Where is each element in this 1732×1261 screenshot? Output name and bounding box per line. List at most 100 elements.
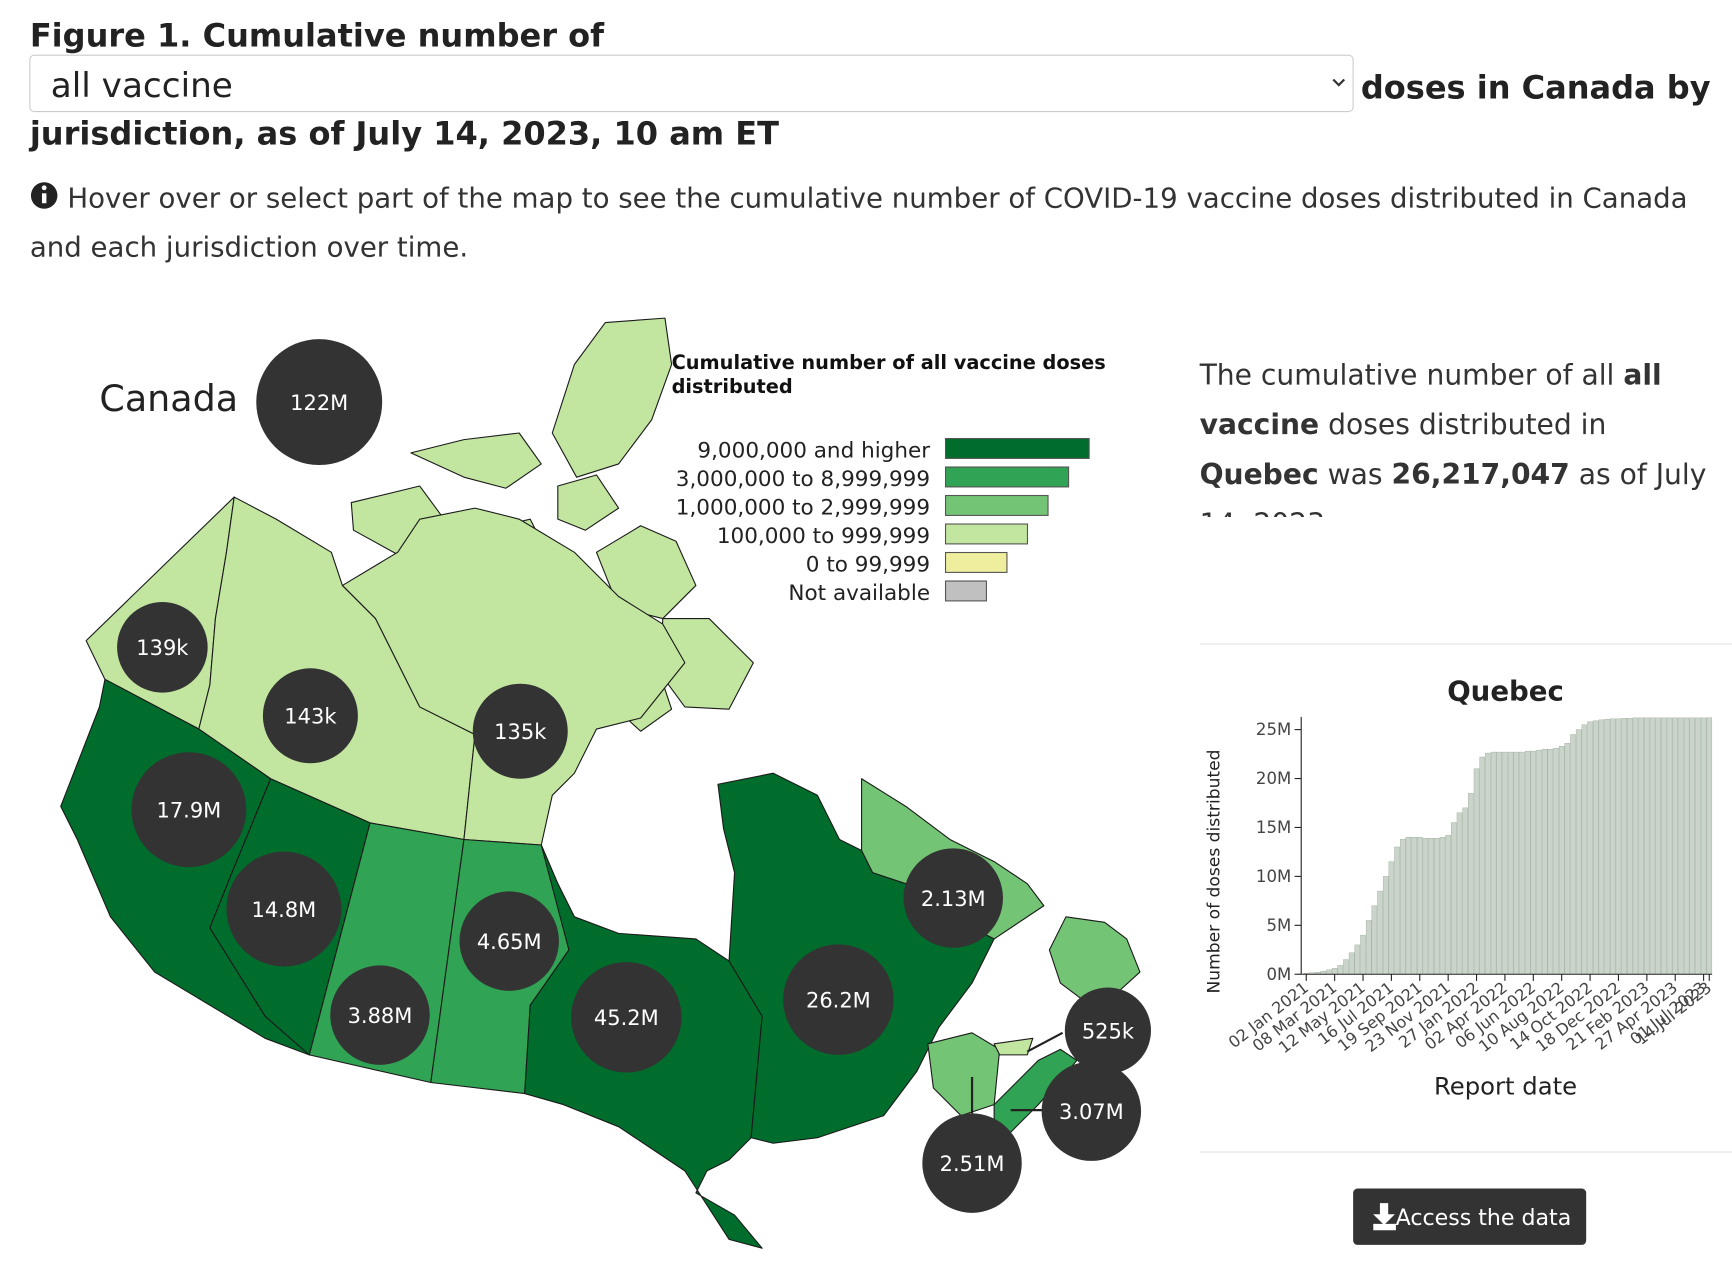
summary-part: 26,217,047 (1391, 458, 1570, 492)
bar (1581, 724, 1588, 975)
bubble[interactable]: 45.2M (571, 962, 682, 1073)
bar (1598, 719, 1605, 975)
bar (1365, 920, 1372, 975)
bar (1570, 734, 1576, 975)
summary-part: Quebec (1199, 458, 1319, 492)
province[interactable] (557, 474, 620, 531)
bar (1360, 934, 1366, 975)
bar (1513, 751, 1520, 975)
bar (1541, 748, 1548, 975)
bar (1638, 717, 1644, 975)
bubble-label: 45.2M (594, 1006, 659, 1030)
bar (1399, 838, 1406, 975)
province[interactable] (1048, 916, 1141, 1001)
bar (1553, 747, 1559, 975)
bar (1456, 812, 1463, 975)
canada-label: Canada (99, 377, 238, 420)
bubble-label: 525k (1082, 1019, 1135, 1043)
bar (1587, 721, 1593, 975)
select-value[interactable]: all vaccine (51, 66, 233, 106)
chart-title: Quebec (1447, 674, 1564, 707)
bubble[interactable]: 135k (472, 683, 568, 779)
bar (1348, 952, 1355, 975)
bar (1377, 890, 1383, 975)
bar (1468, 792, 1474, 975)
bubble[interactable]: 2.51M (922, 1113, 1022, 1213)
summary-part: as of July 14, 2023. (1200, 458, 1707, 517)
button-label[interactable]: Access the data (1396, 1205, 1572, 1231)
bar (1371, 905, 1378, 975)
bubble[interactable]: 3.88M (330, 965, 430, 1065)
info-glyph (41, 185, 47, 191)
bubble[interactable]: 2.13M (903, 848, 1003, 948)
bubble[interactable]: 17.9M (131, 752, 247, 868)
bubble-circle (903, 848, 1003, 948)
bubble[interactable]: 525k (1064, 987, 1151, 1074)
bubble[interactable]: 139k (117, 602, 208, 693)
bubble-circle (783, 944, 894, 1055)
summary-part: doses distributed in (1328, 408, 1607, 442)
bar (1695, 717, 1701, 975)
bar (1672, 717, 1678, 975)
bar (1507, 751, 1514, 975)
x-axis-label: Report date (1434, 1072, 1577, 1101)
bubble[interactable]: 4.65M (459, 891, 559, 991)
legend-label: 100,000 to 999,999 (717, 524, 930, 549)
bar (1627, 718, 1633, 975)
legend-swatch (944, 437, 1090, 459)
bubble[interactable]: 14.8M (226, 851, 342, 967)
bubble-circle (117, 602, 208, 693)
province[interactable] (551, 317, 673, 478)
bubble[interactable]: 26.2M (783, 944, 894, 1055)
province[interactable] (410, 432, 542, 489)
bar (1615, 718, 1622, 975)
bubble[interactable]: 143k (262, 668, 358, 764)
bar (1405, 837, 1412, 975)
bubble-circle (262, 668, 358, 764)
bubble[interactable]: 122M (256, 339, 383, 466)
bubble-label: 2.13M (921, 887, 986, 911)
bar (1632, 717, 1639, 975)
select-box[interactable] (29, 54, 1354, 113)
bar (1661, 717, 1667, 975)
bubble-label: 135k (494, 720, 547, 744)
download-button[interactable]: Access the data (1353, 1188, 1587, 1245)
bar (1490, 751, 1497, 975)
bar (1547, 748, 1554, 975)
bar (1524, 750, 1531, 975)
bar (1382, 876, 1389, 975)
y-tick-label: 0M (1266, 965, 1291, 984)
bubble[interactable]: 3.07M (1041, 1061, 1142, 1161)
bubble-circle (1041, 1061, 1142, 1161)
y-axis-label: Number of doses distributed (1204, 749, 1224, 993)
bar (1564, 743, 1571, 975)
bar (1422, 838, 1429, 975)
button-bg[interactable] (1353, 1188, 1587, 1245)
province[interactable] (341, 507, 686, 846)
bar (1678, 717, 1684, 975)
download-icon (1373, 1203, 1396, 1231)
legend-label: 1,000,000 to 2,999,999 (676, 495, 930, 520)
summary-part: The cumulative number of all (1199, 358, 1615, 393)
map: Canada 122M 139k 143k 135k 17.9M 14.8M 3.88M 4.… (60, 317, 1151, 1249)
bubble-circle (131, 752, 247, 868)
bar (1388, 861, 1395, 975)
bubble-circle (1064, 987, 1151, 1074)
bar (1689, 717, 1696, 975)
bar (1649, 717, 1656, 975)
bar (1394, 846, 1400, 975)
bar (1479, 756, 1485, 975)
bar (1411, 837, 1417, 975)
bubble-label: 17.9M (156, 798, 221, 822)
leader-line (1026, 1031, 1064, 1053)
bar (1502, 751, 1508, 975)
bar (1434, 838, 1440, 975)
province[interactable] (927, 1032, 1001, 1117)
vaccine-select[interactable]: all vaccine (29, 54, 1354, 113)
bar (1354, 944, 1361, 975)
bar (1326, 969, 1332, 975)
province[interactable] (993, 1037, 1034, 1056)
y-tick-label: 5M (1266, 916, 1291, 935)
